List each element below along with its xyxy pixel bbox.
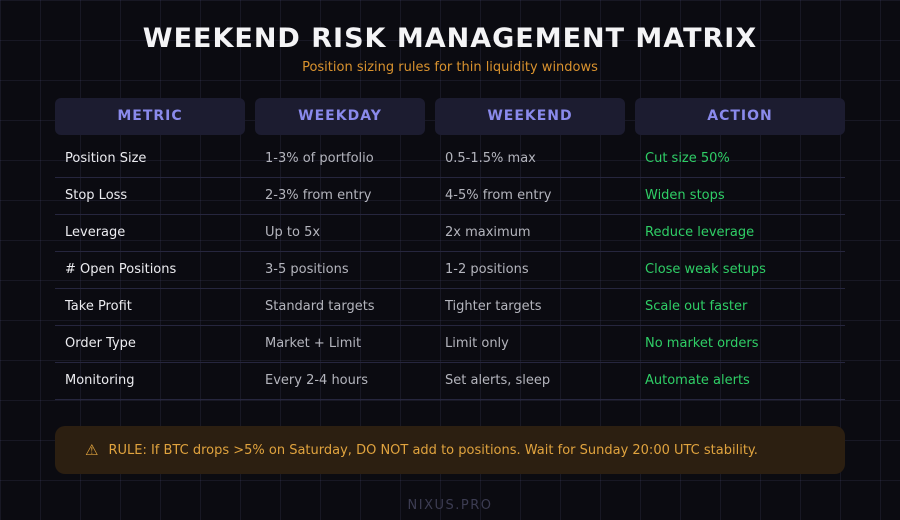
cell-weekend: Set alerts, sleep: [445, 373, 551, 388]
cell-action: Widen stops: [645, 188, 725, 203]
cell-weekend: Tighter targets: [445, 299, 542, 314]
column-header-weekend: WEEKEND: [435, 98, 625, 135]
cell-weekend: 2x maximum: [445, 225, 531, 240]
cell-weekday: Up to 5x: [265, 225, 321, 240]
page-subtitle: Position sizing rules for thin liquidity…: [302, 60, 598, 75]
column-header-action: ACTION: [635, 98, 845, 135]
cell-action: Scale out faster: [645, 299, 748, 314]
cell-action: No market orders: [645, 336, 759, 351]
cell-metric: Order Type: [65, 336, 136, 351]
warning-icon: ⚠: [85, 440, 99, 459]
page-title: WEEKEND RISK MANAGEMENT MATRIX: [142, 23, 758, 54]
cell-weekend: 1-2 positions: [445, 262, 529, 277]
cell-metric: Monitoring: [65, 373, 135, 388]
column-header-metric: METRIC: [55, 98, 245, 135]
cell-metric: Take Profit: [65, 299, 132, 314]
cell-metric: Position Size: [65, 151, 147, 166]
footer-brand: NIXUS.PRO: [407, 498, 493, 513]
table-row: # Open Positions 3-5 positions 1-2 posit…: [55, 252, 845, 289]
cell-weekend: Limit only: [445, 336, 509, 351]
cell-action: Cut size 50%: [645, 151, 730, 166]
cell-action: Close weak setups: [645, 262, 766, 277]
table-row: Leverage Up to 5x 2x maximum Reduce leve…: [55, 215, 845, 252]
cell-action: Automate alerts: [645, 373, 750, 388]
column-header-weekday: WEEKDAY: [255, 98, 425, 135]
table-row: Stop Loss 2-3% from entry 4-5% from entr…: [55, 178, 845, 215]
table-row: Position Size 1-3% of portfolio 0.5-1.5%…: [55, 141, 845, 178]
cell-weekday: 3-5 positions: [265, 262, 349, 277]
table-body: Position Size 1-3% of portfolio 0.5-1.5%…: [55, 141, 845, 400]
cell-metric: Stop Loss: [65, 188, 128, 203]
risk-matrix-table: METRIC WEEKDAY WEEKEND ACTION Position S…: [55, 98, 845, 400]
table-row: Monitoring Every 2-4 hours Set alerts, s…: [55, 363, 845, 400]
cell-weekday: Every 2-4 hours: [265, 373, 368, 388]
cell-weekend: 0.5-1.5% max: [445, 151, 536, 166]
table-row: Order Type Market + Limit Limit only No …: [55, 326, 845, 363]
cell-action: Reduce leverage: [645, 225, 755, 240]
rule-text: RULE: If BTC drops >5% on Saturday, DO N…: [108, 442, 758, 458]
cell-weekday: 1-3% of portfolio: [265, 151, 374, 166]
cell-weekend: 4-5% from entry: [445, 188, 552, 203]
cell-weekday: Standard targets: [265, 299, 375, 314]
cell-weekday: Market + Limit: [265, 336, 362, 351]
cell-weekday: 2-3% from entry: [265, 188, 372, 203]
cell-metric: # Open Positions: [65, 262, 177, 277]
table-row: Take Profit Standard targets Tighter tar…: [55, 289, 845, 326]
table-header-row: METRIC WEEKDAY WEEKEND ACTION: [55, 98, 845, 135]
rule-callout: ⚠ RULE: If BTC drops >5% on Saturday, DO…: [55, 426, 845, 474]
cell-metric: Leverage: [65, 225, 126, 240]
